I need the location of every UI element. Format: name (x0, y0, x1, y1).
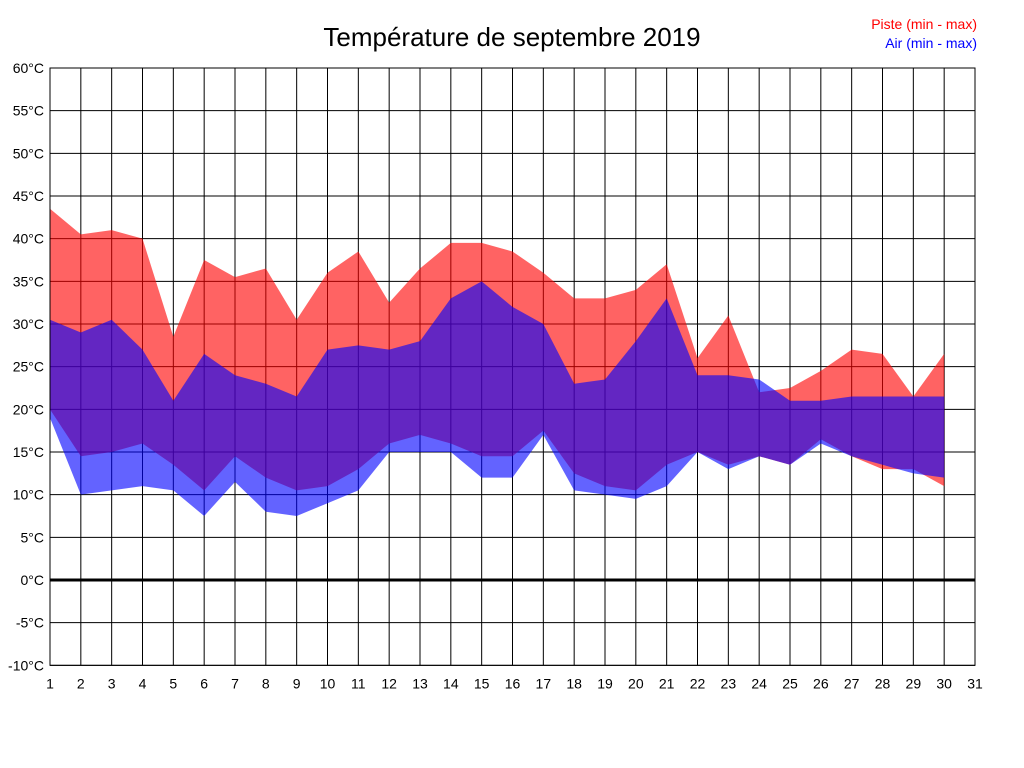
y-tick-label: -5°C (16, 615, 44, 631)
x-tick-label: 20 (628, 675, 644, 691)
x-tick-label: 31 (967, 675, 983, 691)
y-tick-label: 45°C (13, 188, 44, 204)
plot-border (49, 67, 976, 666)
y-tick-label: 15°C (13, 444, 44, 460)
legend-air-label: Air (min - max) (885, 35, 977, 51)
x-tick-label: 16 (505, 675, 521, 691)
x-tick-label: 7 (231, 675, 239, 691)
x-tick-label: 18 (566, 675, 582, 691)
x-tick-label: 10 (320, 675, 336, 691)
y-tick-label: 20°C (13, 401, 44, 417)
x-tick-label: 23 (721, 675, 737, 691)
x-tick-label: 8 (262, 675, 270, 691)
y-tick-label: 25°C (13, 359, 44, 375)
y-tick-label: 60°C (13, 60, 44, 76)
x-tick-label: 15 (474, 675, 490, 691)
air-band (50, 281, 945, 516)
y-tick-label: 50°C (13, 145, 44, 161)
x-tick-label: 21 (659, 675, 675, 691)
y-tick-label: 5°C (21, 529, 45, 545)
y-tick-label: 30°C (13, 316, 44, 332)
x-tick-label: 3 (108, 675, 116, 691)
x-axis-tick-labels: 1 2 3 4 5 6 7 8 9 10 11 12 13 14 15 16 17 18 19 20 21 22 23 24 2… (46, 675, 983, 691)
x-tick-label: 13 (412, 675, 428, 691)
y-tick-label: 10°C (13, 487, 44, 503)
x-tick-label: 14 (443, 675, 459, 691)
y-tick-label: 55°C (13, 103, 44, 119)
x-tick-label: 30 (936, 675, 952, 691)
x-tick-label: 4 (139, 675, 147, 691)
x-tick-label: 27 (844, 675, 860, 691)
y-tick-label: -10°C (8, 657, 44, 673)
x-tick-label: 12 (381, 675, 397, 691)
y-tick-label: 40°C (13, 231, 44, 247)
y-tick-label: 0°C (21, 572, 45, 588)
x-tick-label: 9 (293, 675, 301, 691)
x-tick-label: 29 (906, 675, 922, 691)
x-tick-label: 28 (875, 675, 891, 691)
x-tick-label: 19 (597, 675, 613, 691)
y-tick-label: 35°C (13, 273, 44, 289)
x-tick-label: 24 (751, 675, 767, 691)
chart-bands (50, 208, 945, 516)
x-tick-label: 22 (690, 675, 706, 691)
x-tick-label: 26 (813, 675, 829, 691)
x-tick-label: 1 (46, 675, 54, 691)
legend-piste-label: Piste (min - max) (871, 16, 977, 32)
chart-title: Température de septembre 2019 (323, 22, 700, 52)
x-tick-label: 11 (351, 675, 366, 691)
x-tick-label: 25 (782, 675, 798, 691)
x-tick-label: 17 (536, 675, 552, 691)
x-tick-label: 5 (169, 675, 177, 691)
y-axis-tick-labels: 60°C 55°C 50°C 45°C 40°C 35°C 30°C 25°C 20°C 15°C… (8, 60, 44, 673)
x-tick-label: 2 (77, 675, 85, 691)
x-tick-label: 6 (200, 675, 208, 691)
